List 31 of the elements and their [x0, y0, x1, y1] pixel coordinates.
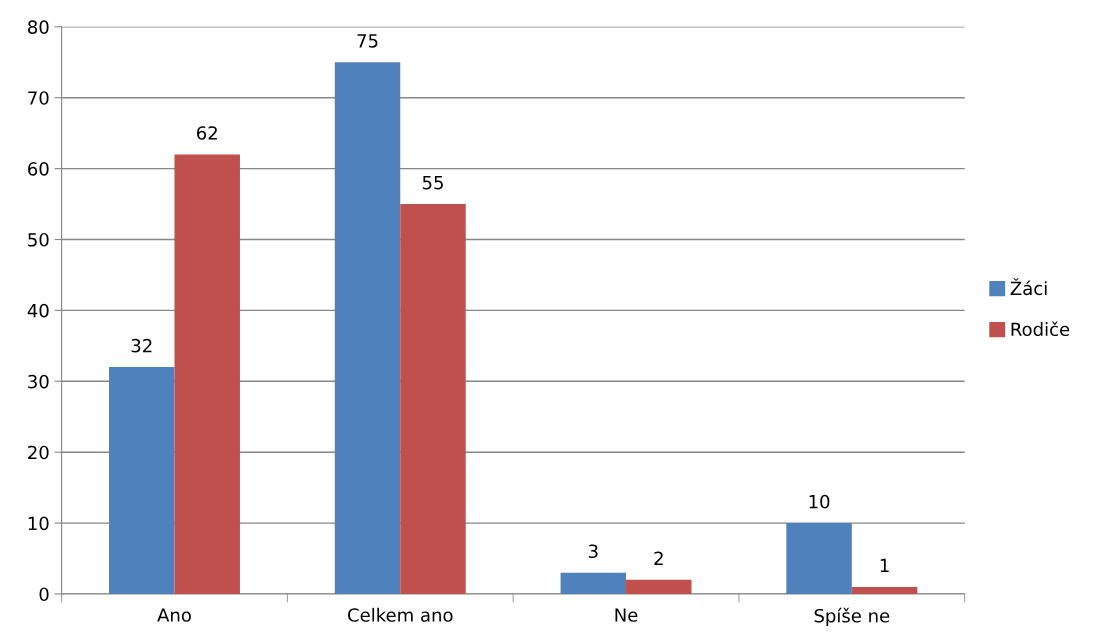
bar	[174, 154, 240, 594]
bar	[560, 572, 627, 594]
data-label: 62	[197, 126, 217, 140]
bar	[786, 523, 852, 594]
x-tick-label: Celkem ano	[348, 607, 453, 622]
y-tick-label: 70	[28, 91, 49, 105]
bar	[109, 367, 175, 594]
y-tick-label: 30	[28, 374, 49, 389]
y-tick-label: 80	[28, 20, 49, 34]
y-tick-label: 20	[28, 445, 49, 460]
x-tick-label: Ne	[615, 608, 638, 622]
y-tick-label: 0	[39, 587, 49, 602]
bar	[626, 579, 692, 594]
data-label: 10	[809, 494, 830, 509]
y-tick-label: 40	[27, 303, 49, 318]
bar	[851, 586, 918, 594]
legend-label: Žáci	[1010, 278, 1047, 296]
bar	[400, 204, 466, 594]
y-tick-label: 10	[28, 516, 49, 531]
data-label: 32	[131, 338, 152, 353]
y-tick-label: 50	[28, 232, 49, 247]
data-label: 55	[422, 176, 443, 190]
y-tick-label: 60	[28, 162, 49, 176]
legend-label: Rodiče	[1011, 321, 1070, 337]
x-tick-label: Ano	[157, 608, 191, 622]
bar	[334, 62, 401, 594]
x-tick-label: Spíše ne	[814, 607, 890, 627]
data-label: 75	[357, 34, 378, 48]
data-label: 2	[654, 551, 663, 565]
data-label: 1	[880, 558, 889, 573]
data-label: 3	[588, 544, 598, 559]
